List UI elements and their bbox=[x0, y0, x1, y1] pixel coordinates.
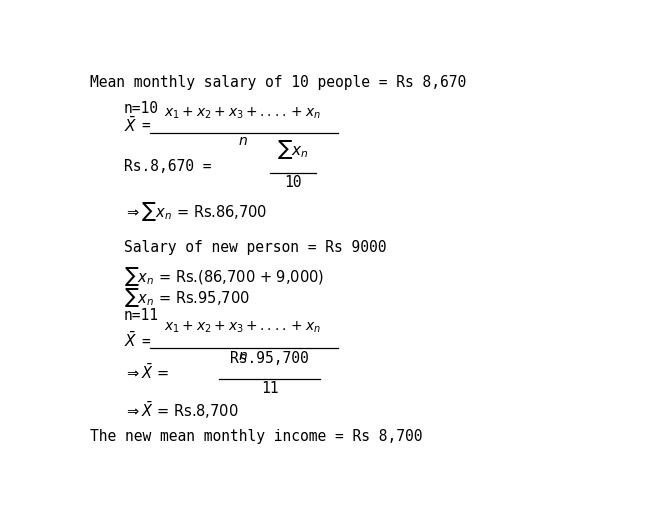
Text: n=11: n=11 bbox=[124, 308, 159, 323]
Text: n=10: n=10 bbox=[124, 101, 159, 117]
Text: Rs.8,670 =: Rs.8,670 = bbox=[124, 158, 211, 174]
Text: The new mean monthly income = Rs 8,700: The new mean monthly income = Rs 8,700 bbox=[90, 429, 422, 445]
Text: $x_1 + x_2 + x_3 + .... + x_n$: $x_1 + x_2 + x_3 + .... + x_n$ bbox=[164, 319, 321, 335]
Text: 11: 11 bbox=[261, 381, 278, 396]
Text: Salary of new person = Rs 9000: Salary of new person = Rs 9000 bbox=[124, 240, 387, 255]
Text: $\sum x_n$: $\sum x_n$ bbox=[277, 138, 308, 161]
Text: $n$: $n$ bbox=[237, 134, 248, 149]
Text: $\bar{X}$: $\bar{X}$ bbox=[124, 115, 137, 135]
Text: $\Rightarrow \bar{X}$ = Rs.8,700: $\Rightarrow \bar{X}$ = Rs.8,700 bbox=[124, 400, 238, 421]
Text: $\Rightarrow \sum x_n$ = Rs.86,700: $\Rightarrow \sum x_n$ = Rs.86,700 bbox=[124, 200, 267, 223]
Text: Mean monthly salary of 10 people = Rs 8,670: Mean monthly salary of 10 people = Rs 8,… bbox=[90, 75, 466, 90]
Text: $n$: $n$ bbox=[237, 350, 248, 363]
Text: Rs.95,700: Rs.95,700 bbox=[230, 351, 309, 366]
Text: $\sum x_n$ = Rs.(86,700 + 9,000): $\sum x_n$ = Rs.(86,700 + 9,000) bbox=[124, 265, 324, 288]
Text: =: = bbox=[141, 333, 150, 349]
Text: $\Rightarrow \bar{X}$ =: $\Rightarrow \bar{X}$ = bbox=[124, 363, 169, 382]
Text: $x_1 + x_2 + x_3 + .... + x_n$: $x_1 + x_2 + x_3 + .... + x_n$ bbox=[164, 106, 321, 122]
Text: 10: 10 bbox=[284, 175, 302, 190]
Text: $\sum x_n$ = Rs.95,700: $\sum x_n$ = Rs.95,700 bbox=[124, 286, 250, 309]
Text: $\bar{X}$: $\bar{X}$ bbox=[124, 331, 137, 351]
Text: =: = bbox=[141, 118, 150, 133]
